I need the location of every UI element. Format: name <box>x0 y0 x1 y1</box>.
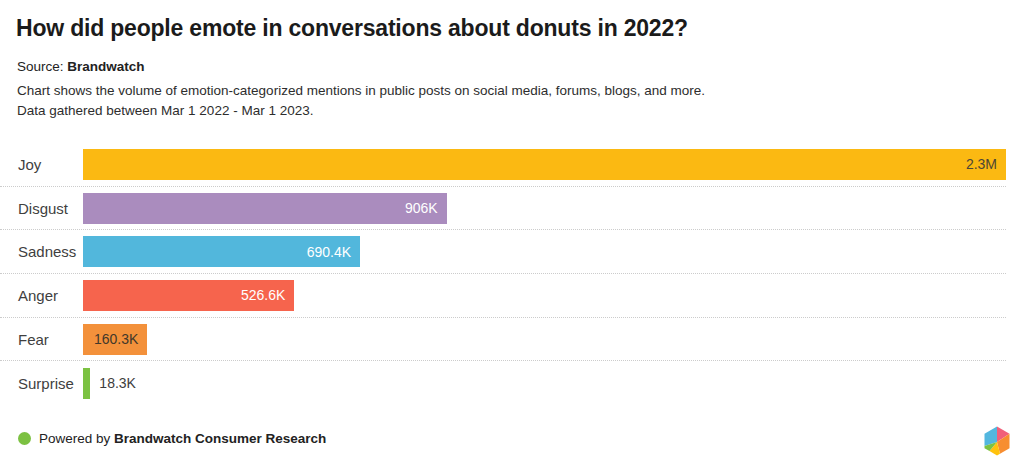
description-line-2: Data gathered between Mar 1 2022 - Mar 1… <box>17 101 705 121</box>
chart-row: Sadness 690.4K <box>0 230 1006 274</box>
description-line-1: Chart shows the volume of emotion-catego… <box>17 81 705 101</box>
source-name: Brandwatch <box>67 59 144 74</box>
powered-by-label: Powered by <box>39 431 114 446</box>
bar-track: 906K <box>83 193 1006 224</box>
category-label: Disgust <box>0 200 83 217</box>
value-label-inside: 160.3K <box>94 331 147 347</box>
chart-row: Surprise 18.3K <box>0 361 1006 405</box>
value-label-inside: 906K <box>405 200 447 216</box>
bar[interactable]: 690.4K <box>83 236 360 267</box>
chart-row: Disgust 906K <box>0 187 1006 231</box>
value-label-outside: 18.3K <box>99 375 136 391</box>
bar[interactable]: 160.3K <box>83 324 147 355</box>
page-title: How did people emote in conversations ab… <box>16 15 688 42</box>
source-line: Source: Brandwatch <box>17 59 145 74</box>
brandwatch-hexagon-logo-icon[interactable] <box>983 426 1011 456</box>
green-dot-icon <box>18 432 31 445</box>
chart-description: Chart shows the volume of emotion-catego… <box>17 81 705 120</box>
bar[interactable]: 906K <box>83 193 447 224</box>
category-label: Joy <box>0 156 83 173</box>
category-label: Surprise <box>0 375 83 392</box>
chart-row: Fear 160.3K <box>0 318 1006 362</box>
value-label-inside: 690.4K <box>307 244 360 260</box>
chart-row: Joy 2.3M <box>0 143 1006 187</box>
bar-track: 18.3K <box>83 368 1006 399</box>
brand-name: Brandwatch Consumer Research <box>114 431 326 446</box>
category-label: Sadness <box>0 243 83 260</box>
bar-track: 160.3K <box>83 324 1006 355</box>
bar-track: 690.4K <box>83 236 1006 267</box>
chart-row: Anger 526.6K <box>0 274 1006 318</box>
bar-track: 526.6K <box>83 280 1006 311</box>
bar-track: 2.3M <box>83 149 1006 180</box>
category-label: Fear <box>0 331 83 348</box>
bar[interactable]: 526.6K <box>83 280 294 311</box>
value-label-inside: 2.3M <box>966 156 1006 172</box>
bar-chart: Joy 2.3M Disgust 906K Sadness 690.4K Ang… <box>0 143 1006 405</box>
bar[interactable]: 2.3M <box>83 149 1006 180</box>
source-label: Source: <box>17 59 67 74</box>
value-label-inside: 526.6K <box>241 287 294 303</box>
category-label: Anger <box>0 287 83 304</box>
powered-by-footer: Powered by Brandwatch Consumer Research <box>18 431 326 446</box>
bar[interactable] <box>83 368 90 399</box>
